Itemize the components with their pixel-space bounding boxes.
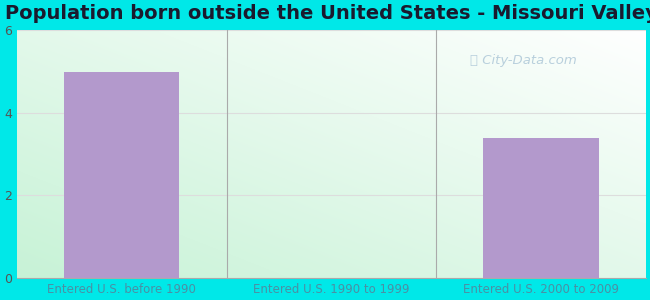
Bar [484,138,599,278]
Bar [64,72,179,278]
Text: ⓘ City-Data.com: ⓘ City-Data.com [470,53,577,67]
Title: Population born outside the United States - Missouri Valley: Population born outside the United State… [5,4,650,23]
